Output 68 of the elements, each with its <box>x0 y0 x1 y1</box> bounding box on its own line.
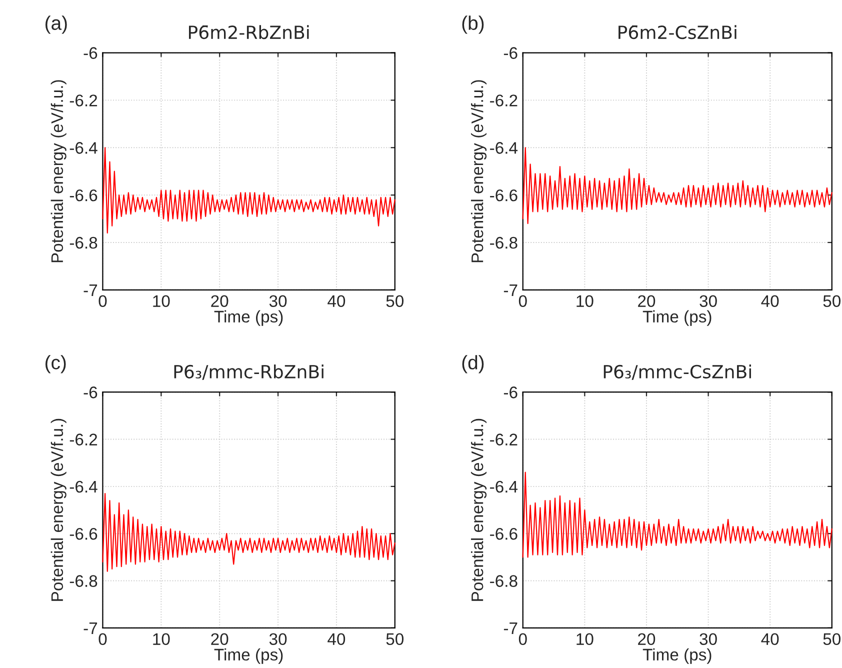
y-tick-label: -6.8 <box>70 236 98 249</box>
x-tick-label: 10 <box>153 633 170 646</box>
x-tick-label: 0 <box>518 633 527 646</box>
y-tick-label: -6.2 <box>490 94 518 106</box>
x-tick-label: 20 <box>211 633 228 646</box>
text: (d) <box>462 355 484 374</box>
y-tick-label: -6.2 <box>490 434 518 446</box>
x-tick-label: 50 <box>386 295 404 308</box>
y-tick-label: -7 <box>84 284 98 296</box>
x-tick-label: 30 <box>700 633 717 646</box>
x-tick-label: 40 <box>328 633 346 646</box>
line-series <box>102 147 396 234</box>
y-tick-label: -6.4 <box>490 142 518 154</box>
y-tick-label: -6 <box>84 386 98 398</box>
x-tick-label: 30 <box>700 295 717 308</box>
text: (b) <box>462 16 484 34</box>
y-tick-label: -6.4 <box>490 480 518 493</box>
x-axis-title: Time (ps) <box>214 310 283 326</box>
y-tick-label: -6.8 <box>490 236 518 249</box>
x-tick-label: 40 <box>761 295 779 308</box>
chart-title: P6̄m2-CsZnBi <box>618 25 736 40</box>
x-tick-label: 20 <box>211 295 228 308</box>
y-axis-title: Potential energy (eV/f.u.) <box>50 418 66 601</box>
x-tick-label: 30 <box>269 633 287 646</box>
y-tick-label: -6 <box>84 47 98 59</box>
x-tick-label: 40 <box>328 295 346 308</box>
y-tick-label: -6.6 <box>70 189 98 202</box>
y-tick-label: -6 <box>504 386 518 398</box>
x-tick-label: 50 <box>823 633 841 646</box>
y-tick-label: -6.8 <box>70 575 98 587</box>
line-series <box>102 492 396 572</box>
chart-title: P6₃/mmc-CsZnBi <box>604 364 751 380</box>
y-tick-label: -6.2 <box>70 94 98 106</box>
y-tick-label: -7 <box>504 284 518 296</box>
x-tick-label: 10 <box>576 295 594 308</box>
y-tick-label: -6.6 <box>490 189 518 202</box>
x-tick-label: 20 <box>638 633 656 646</box>
y-axis-title: Potential energy (eV/f.u.) <box>470 80 487 262</box>
text: (c) <box>45 355 66 374</box>
x-tick-label: 0 <box>518 295 527 308</box>
x-tick-label: 20 <box>638 295 656 308</box>
y-axis-title: Potential energy (eV/f.u.) <box>470 418 487 601</box>
y-tick-label: -6.6 <box>70 528 98 540</box>
y-tick-label: -6.2 <box>70 434 98 446</box>
chart-title: P6₃/mmc-RbZnBi <box>174 364 324 380</box>
x-tick-label: 50 <box>823 295 841 308</box>
line-series <box>522 147 832 224</box>
x-tick-label: 10 <box>153 295 170 308</box>
text: (a) <box>45 16 67 34</box>
y-tick-label: -7 <box>504 622 518 634</box>
y-tick-label: -6.8 <box>490 575 518 587</box>
x-tick-label: 30 <box>269 295 287 308</box>
x-axis-title: Time (ps) <box>642 648 712 664</box>
chart-title: P6̄m2-RbZnBi <box>188 25 309 40</box>
y-tick-label: -6.4 <box>70 142 98 154</box>
line-series <box>522 472 832 558</box>
x-tick-label: 50 <box>386 633 404 646</box>
x-axis-title: Time (ps) <box>214 648 283 664</box>
x-tick-label: 0 <box>98 295 107 308</box>
y-axis-title: Potential energy (eV/f.u.) <box>50 80 66 262</box>
y-tick-label: -6.6 <box>490 528 518 540</box>
y-tick-label: -6.4 <box>70 480 98 493</box>
y-tick-label: -7 <box>84 622 98 634</box>
x-tick-label: 0 <box>98 633 107 646</box>
x-tick-label: 40 <box>761 633 779 646</box>
y-tick-label: -6 <box>504 47 518 59</box>
x-axis-title: Time (ps) <box>642 310 712 326</box>
x-tick-label: 10 <box>576 633 594 646</box>
